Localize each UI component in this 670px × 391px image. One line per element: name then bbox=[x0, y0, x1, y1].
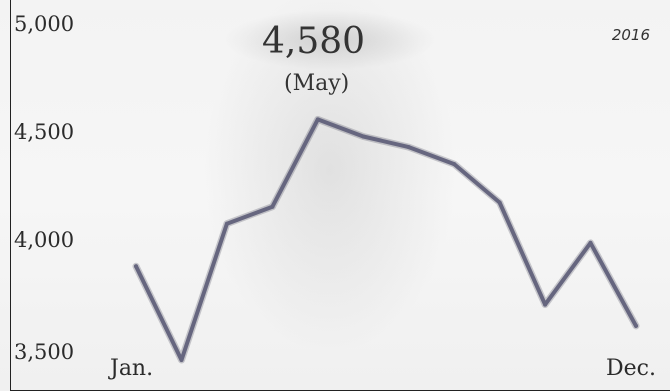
data-point-nov bbox=[588, 240, 593, 245]
x-label-last: Dec. bbox=[606, 356, 656, 381]
data-point-feb bbox=[179, 358, 184, 362]
data-point-dec bbox=[634, 323, 638, 328]
y-tick-3500: 3,500 bbox=[14, 340, 75, 364]
y-tick-5000: 5,000 bbox=[14, 12, 75, 36]
data-point-jul bbox=[406, 145, 411, 150]
data-point-may bbox=[315, 117, 320, 122]
data-point-apr bbox=[270, 204, 275, 209]
x-label-first: Jan. bbox=[110, 356, 154, 381]
data-point-jun bbox=[361, 134, 366, 139]
y-tick-4500: 4,500 bbox=[14, 120, 75, 144]
year-label: 2016 bbox=[611, 26, 650, 44]
data-point-mar bbox=[224, 221, 229, 226]
peak-month-label: (May) bbox=[284, 71, 350, 96]
data-point-jan bbox=[134, 264, 138, 269]
data-point-sep bbox=[497, 200, 502, 205]
series-line-shadow bbox=[132, 115, 640, 364]
peak-value-label: 4,580 bbox=[262, 21, 366, 62]
y-tick-4000: 4,000 bbox=[14, 228, 75, 252]
data-point-oct bbox=[543, 302, 548, 307]
series-line bbox=[134, 117, 638, 362]
data-point-aug bbox=[452, 162, 457, 167]
